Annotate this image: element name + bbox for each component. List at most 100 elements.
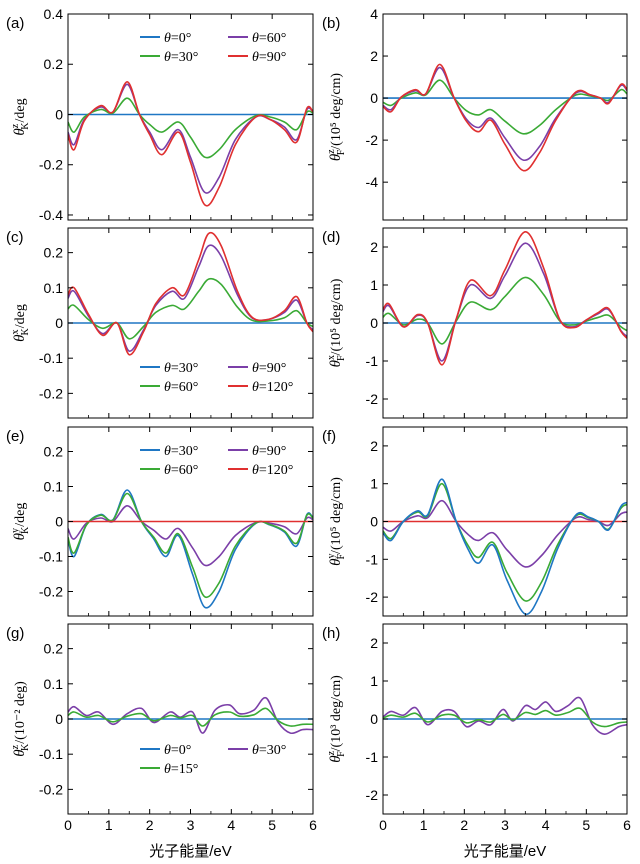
y-tick-label: -2 — [366, 391, 379, 407]
y-tick-label: 0.2 — [44, 56, 64, 72]
legend-entry: θ=0° — [164, 743, 191, 758]
y-tick-label: 0.1 — [44, 280, 64, 296]
y-tick-label: -0.1 — [39, 350, 63, 366]
y-axis-label: θxF/(10⁵ deg/cm) — [326, 278, 347, 367]
y-tick-label: -0.2 — [39, 584, 63, 600]
y-tick-label: -4 — [366, 174, 379, 190]
y-tick-label: 1 — [370, 673, 378, 689]
legend-entry: θ=30° — [164, 361, 198, 376]
series-line-b-3 — [383, 63, 627, 172]
y-tick-label: -1 — [366, 353, 379, 369]
panel-b: 4 2 0 -2 -4 (b) θzF/(10⁵ deg/cm) — [322, 6, 628, 221]
series-line-d-2 — [383, 242, 627, 362]
legend-entry: θ=90° — [252, 50, 286, 65]
series-line-e-1 — [68, 504, 313, 567]
x-tick-label: 1 — [105, 817, 113, 833]
x-tick-label: 1 — [420, 817, 428, 833]
y-tick-label: 1 — [370, 277, 378, 293]
legend-entry: θ=15° — [164, 762, 198, 777]
y-tick-label: -0.2 — [39, 157, 63, 173]
series-line-a-1 — [68, 83, 313, 194]
legend-entry: θ=120° — [252, 463, 293, 478]
y-tick-label: 0 — [370, 90, 378, 106]
y-tick-label: -0.1 — [39, 746, 63, 762]
panel-label: (f) — [322, 428, 336, 445]
series-line-c-2 — [68, 277, 313, 340]
y-axis-label: θzK/(10⁻² deg) — [10, 681, 31, 757]
x-tick-label: 4 — [227, 817, 235, 833]
y-tick-label: 0.2 — [44, 641, 64, 657]
panel-label: (a) — [6, 15, 24, 32]
x-tick-label: 6 — [623, 817, 631, 833]
y-tick-label: 2 — [370, 438, 378, 454]
y-tick-label: 0.2 — [44, 444, 64, 460]
x-tick-label: 5 — [268, 817, 276, 833]
y-tick-label: 0.4 — [44, 6, 64, 22]
panel-label: (e) — [6, 428, 24, 445]
y-axis-label: θyK/deg — [10, 503, 31, 541]
series-line-g-1 — [68, 696, 313, 735]
panel-h: 0 1 2 3 4 5 6 2 1 0 -1 -2 (h) θzF/(10³ deg/cm) — [322, 623, 631, 833]
y-axis-label: θyF/(10⁵ deg/cm) — [326, 477, 347, 566]
legend-entry: θ=90° — [252, 361, 286, 376]
series-line-c-1 — [68, 244, 313, 352]
series-line-g-2 — [68, 707, 313, 727]
legend-entry: θ=30° — [252, 743, 286, 758]
y-tick-label: 2 — [370, 239, 378, 255]
series-line-f-3 — [383, 478, 627, 615]
legend: θ=0° θ=30° θ=15° — [140, 743, 286, 777]
x-tick-label: 3 — [501, 817, 509, 833]
y-tick-label: 0 — [370, 514, 378, 530]
legend-entry: θ=30° — [164, 50, 198, 65]
panel-f: 2 1 0 -1 -2 (f) θyF/(10⁵ deg/cm) — [322, 426, 628, 617]
panel-d: 2 1 0 -1 -2 (d) θxF/(10⁵ deg/cm) — [322, 227, 628, 419]
panel-label: (d) — [322, 229, 340, 246]
x-tick-label: 3 — [187, 817, 195, 833]
y-tick-label: -2 — [366, 132, 379, 148]
y-tick-label: 0.1 — [44, 676, 64, 692]
y-tick-label: -0.2 — [39, 781, 63, 797]
x-tick-label: 2 — [146, 817, 154, 833]
y-axis-label: θzK/deg — [10, 98, 31, 135]
y-tick-label: 0 — [55, 106, 63, 122]
x-tick-label: 2 — [460, 817, 468, 833]
y-tick-label: 2 — [370, 48, 378, 64]
y-tick-label: 4 — [370, 6, 378, 22]
y-tick-label: 0 — [55, 315, 63, 331]
panel-label: (g) — [6, 625, 24, 642]
series-line-a-3 — [68, 81, 313, 207]
panel-label: (c) — [6, 229, 24, 246]
panel-e: 0.2 0.1 0 -0.1 -0.2 (e) θyK/deg θ=30° θ=90° θ=60°… — [6, 426, 314, 617]
y-tick-label: 0 — [370, 711, 378, 727]
series-line-c-3 — [68, 231, 313, 356]
x-tick-label: 5 — [582, 817, 590, 833]
series-line-b-1 — [383, 79, 627, 135]
series-line-h-2 — [383, 707, 627, 728]
y-axis-label: θzF/(10⁵ deg/cm) — [326, 73, 347, 162]
y-tick-label: -0.1 — [39, 549, 63, 565]
series-line-e-0 — [68, 489, 313, 609]
y-tick-label: 0.1 — [44, 479, 64, 495]
y-tick-label: 0 — [370, 315, 378, 331]
series-line-e-2 — [68, 492, 313, 599]
y-tick-label: 2 — [370, 635, 378, 651]
x-axis-label: 光子能量/eV — [149, 843, 232, 860]
y-tick-label: 0 — [55, 711, 63, 727]
y-tick-label: -1 — [366, 551, 379, 567]
y-tick-label: -1 — [366, 749, 379, 765]
series-line-d-3 — [383, 230, 627, 366]
y-axis-label: θzF/(10³ deg/cm) — [326, 675, 347, 763]
panel-g: 0 1 2 3 4 5 6 0.2 0.1 0 -0.1 -0.2 (g) θzK/(10⁻² deg) θ… — [6, 623, 317, 833]
series-line-a-2 — [68, 97, 313, 159]
panel-label: (h) — [322, 625, 340, 642]
y-tick-label: 0 — [55, 514, 63, 530]
panel-c: 0.2 0.1 0 -0.1 -0.2 (c) θxK/deg θ=30° θ=90° θ=60°… — [6, 227, 314, 419]
y-tick-label: -0.2 — [39, 385, 63, 401]
series-line-f-2 — [383, 482, 627, 602]
legend-entry: θ=0° — [164, 31, 191, 46]
y-tick-label: -0.4 — [39, 207, 63, 223]
x-tick-label: 4 — [542, 817, 550, 833]
series-line-b-2 — [383, 66, 627, 161]
panel-label: (b) — [322, 15, 340, 32]
